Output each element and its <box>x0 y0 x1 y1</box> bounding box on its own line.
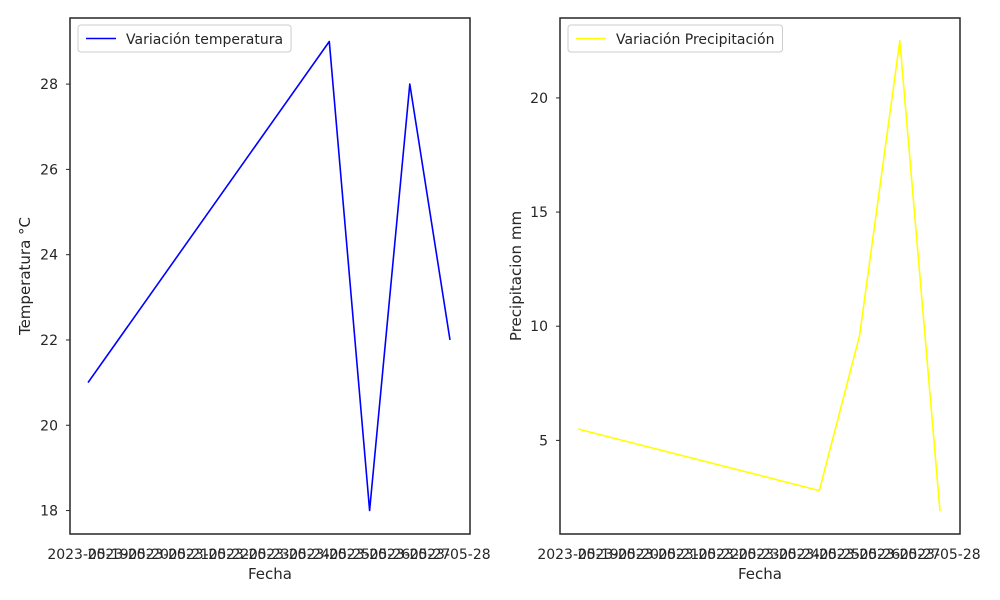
precipitation-y-tick-label: 10 <box>530 319 548 335</box>
temperature-legend-label: Variación temperatura <box>126 32 283 48</box>
precipitation-x-tick-label: 2023-05-19 <box>537 547 618 563</box>
precipitation-x-tick-label: 2023-05-20 <box>578 547 659 563</box>
precipitation-y-tick-label: 5 <box>539 433 548 449</box>
precipitation-legend-box <box>567 24 783 53</box>
precipitation-x-tick-label: 2023-05-21 <box>618 547 699 563</box>
temperature-x-tick-label: 2023-05-27 <box>369 547 450 563</box>
temperature-x-tick-label: 2023-05-24 <box>248 547 329 563</box>
temperature-axes-frame <box>69 17 471 535</box>
temperature-x-tick-label: 2023-05-28 <box>409 547 490 563</box>
temperature-y-tick-label: 28 <box>40 77 58 93</box>
temperature-chart-panel: 1820222426282023-05-192023-05-202023-05-… <box>16 17 491 583</box>
precipitation-chart-panel: 51015202023-05-192023-05-202023-05-21202… <box>507 17 981 583</box>
precipitation-x-tick-label: 2023-05-28 <box>899 547 980 563</box>
temperature-y-tick-label: 26 <box>40 162 58 178</box>
temperature-legend: Variación temperatura <box>77 24 292 53</box>
temperature-x-tick-label: 2023-05-23 <box>208 547 289 563</box>
precipitation-x-tick-label: 2023-05-27 <box>859 547 940 563</box>
precipitation-axes-frame <box>559 17 961 535</box>
temperature-series-line <box>87 40 451 512</box>
temperature-y-axis-label: Temperatura °C <box>16 217 34 336</box>
precipitation-legend: Variación Precipitación <box>567 24 783 53</box>
temperature-legend-box <box>77 24 292 53</box>
temperature-x-tick-label: 2023-05-26 <box>329 547 410 563</box>
precipitation-y-tick-label: 20 <box>530 91 548 107</box>
precipitation-x-tick-label: 2023-05-24 <box>738 547 819 563</box>
temperature-y-tick-label: 24 <box>40 248 58 264</box>
temperature-y-tick-label: 20 <box>40 418 58 434</box>
precipitation-x-tick-label: 2023-05-25 <box>779 547 860 563</box>
temperature-x-tick-label: 2023-05-21 <box>128 547 209 563</box>
temperature-y-tick-label: 22 <box>40 333 58 349</box>
precipitation-series-line <box>577 39 941 512</box>
temperature-x-axis-label: Fecha <box>248 565 292 583</box>
temperature-x-tick-label: 2023-05-22 <box>168 547 249 563</box>
precipitation-legend-label: Variación Precipitación <box>616 32 774 48</box>
temperature-x-tick-label: 2023-05-19 <box>47 547 128 563</box>
precipitation-x-tick-label: 2023-05-26 <box>819 547 900 563</box>
precipitation-x-tick-label: 2023-05-23 <box>698 547 779 563</box>
precipitation-x-axis-label: Fecha <box>738 565 782 583</box>
precipitation-x-tick-label: 2023-05-22 <box>658 547 739 563</box>
precipitation-y-axis-label: Precipitacion mm <box>507 211 525 341</box>
precipitation-y-tick-label: 15 <box>530 205 548 221</box>
temperature-x-tick-label: 2023-05-25 <box>289 547 370 563</box>
temperature-x-tick-label: 2023-05-20 <box>88 547 169 563</box>
temperature-y-tick-label: 18 <box>40 504 58 520</box>
